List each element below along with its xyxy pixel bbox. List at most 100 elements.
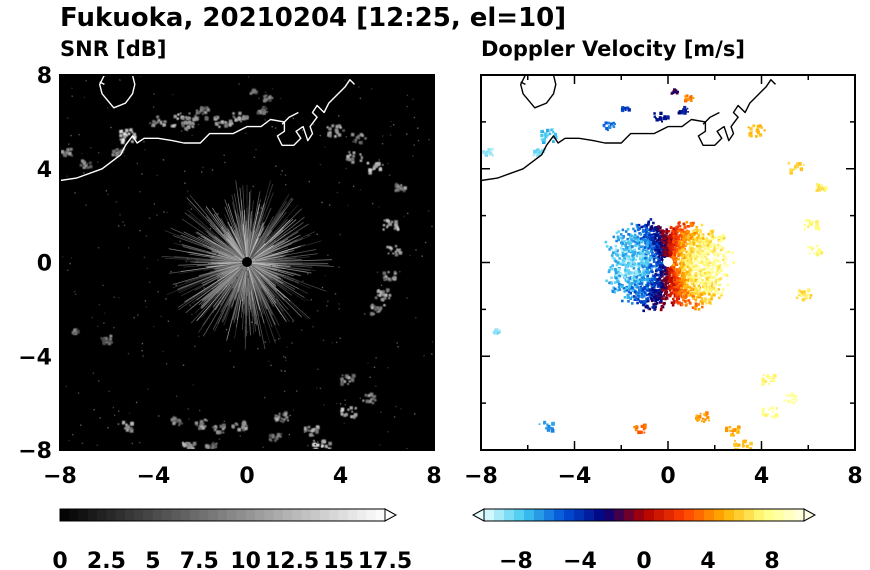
velocity-echo-gate: [815, 220, 819, 224]
velocity-clutter-gate: [716, 254, 720, 257]
velocity-clutter-gate: [676, 230, 679, 234]
velocity-clutter-gate: [643, 302, 647, 305]
velocity-clutter-gate: [684, 259, 687, 262]
velocity-clutter-gate: [663, 253, 667, 257]
velocity-clutter-gate: [686, 285, 690, 289]
snr-colorbar-segment: [190, 509, 200, 521]
velocity-clutter-gate: [694, 249, 697, 253]
snr-noise-gate: [127, 352, 130, 355]
snr-echo-gate: [346, 157, 350, 161]
snr-echo-gate: [395, 252, 397, 254]
velocity-clutter-gate: [700, 255, 704, 259]
velocity-clutter-gate: [651, 251, 654, 255]
velocity-clutter-gate: [695, 282, 698, 285]
velocity-echo-gate: [742, 444, 745, 448]
velocity-clutter-gate: [686, 230, 689, 234]
velocity-clutter-gate: [636, 286, 639, 289]
velocity-clutter-gate: [701, 302, 704, 305]
snr-noise-gate: [314, 443, 317, 446]
velocity-clutter-gate: [669, 238, 673, 241]
snr-clutter-ray: [242, 223, 248, 259]
snr-colorbar-segment: [60, 509, 70, 521]
snr-echo-gate: [312, 442, 316, 447]
velocity-clutter-gate: [691, 250, 695, 254]
snr-noise-gate: [198, 335, 200, 338]
velocity-clutter-gate: [635, 251, 639, 255]
snr-noise-gate: [335, 402, 338, 405]
velocity-echo-gate: [661, 120, 663, 123]
snr-echo-gate: [388, 297, 391, 300]
velocity-clutter-gate: [643, 285, 646, 289]
velocity-clutter-gate: [663, 285, 666, 288]
velocity-clutter-gate: [703, 264, 706, 267]
snr-echo-gate: [201, 426, 205, 430]
velocity-colorbar-segment: [774, 509, 785, 521]
velocity-echo-gate: [804, 296, 808, 300]
velocity-clutter-gate: [717, 282, 720, 286]
velocity-clutter-gate: [716, 292, 720, 295]
snr-noise-gate: [286, 346, 288, 348]
velocity-clutter-gate: [639, 255, 642, 258]
snr-noise-gate: [97, 161, 99, 163]
velocity-clutter-gate: [677, 270, 681, 274]
velocity-clutter-gate: [619, 247, 623, 250]
velocity-clutter-gate: [715, 270, 718, 274]
velocity-clutter-gate: [677, 273, 680, 276]
velocity-clutter-gate: [700, 235, 704, 238]
snr-colorbar-segment: [162, 509, 172, 521]
snr-noise-gate: [229, 350, 231, 352]
snr-echo-gate: [254, 91, 258, 95]
velocity-clutter-gate: [627, 255, 630, 258]
snr-noise-gate: [373, 366, 376, 368]
snr-echo-gate: [129, 428, 134, 433]
snr-noise-gate: [205, 331, 207, 334]
snr-echo-gate: [125, 423, 128, 426]
snr-clutter-ray: [235, 271, 246, 328]
velocity-echo-gate: [698, 415, 702, 419]
snr-echo-gate: [377, 289, 380, 291]
snr-echo-gate: [397, 228, 400, 231]
velocity-clutter-gate: [678, 293, 681, 296]
velocity-clutter-gate: [724, 257, 728, 261]
snr-noise-gate: [220, 298, 222, 300]
snr-echo-gate: [121, 131, 124, 133]
velocity-clutter-gate: [711, 235, 715, 238]
velocity-clutter-gate: [661, 274, 664, 278]
velocity-clutter-gate: [637, 262, 640, 265]
snr-echo-gate: [376, 310, 379, 313]
velocity-clutter-gate: [687, 233, 691, 237]
snr-echo-gate: [386, 288, 390, 292]
snr-echo-gate: [220, 120, 225, 124]
snr-colorbar-segment: [282, 509, 293, 521]
velocity-clutter-gate: [709, 245, 713, 248]
velocity-clutter-gate: [711, 276, 715, 279]
snr-echo-gate: [394, 250, 397, 254]
velocity-clutter-gate: [657, 258, 660, 262]
velocity-clutter-gate: [691, 293, 694, 297]
snr-noise-gate: [144, 149, 146, 151]
velocity-echo-gate: [775, 407, 778, 410]
velocity-echo-gate: [538, 150, 543, 154]
snr-noise-gate: [334, 293, 337, 295]
snr-clutter-ray: [208, 234, 241, 258]
snr-noise-gate: [270, 364, 272, 367]
velocity-clutter-gate: [643, 278, 647, 281]
velocity-echo-gate: [742, 443, 744, 446]
velocity-clutter-gate: [675, 226, 678, 229]
velocity-clutter-gate: [710, 249, 713, 253]
velocity-clutter-gate: [657, 255, 661, 259]
velocity-clutter-gate: [705, 239, 709, 242]
velocity-colorbar-segment: [624, 509, 635, 521]
velocity-echo-gate: [814, 227, 818, 230]
velocity-clutter-gate: [621, 299, 624, 303]
velocity-clutter-gate: [650, 288, 653, 292]
velocity-echo-gate: [685, 94, 689, 98]
snr-clutter-ray: [218, 263, 245, 275]
snr-clutter-ray: [212, 239, 242, 260]
velocity-clutter-gate: [644, 256, 647, 260]
snr-echo-gate: [241, 118, 244, 121]
velocity-echo-gate: [748, 131, 753, 136]
velocity-clutter-gate: [650, 299, 654, 303]
velocity-echo-gate: [626, 106, 629, 110]
velocity-clutter-gate: [661, 285, 664, 288]
